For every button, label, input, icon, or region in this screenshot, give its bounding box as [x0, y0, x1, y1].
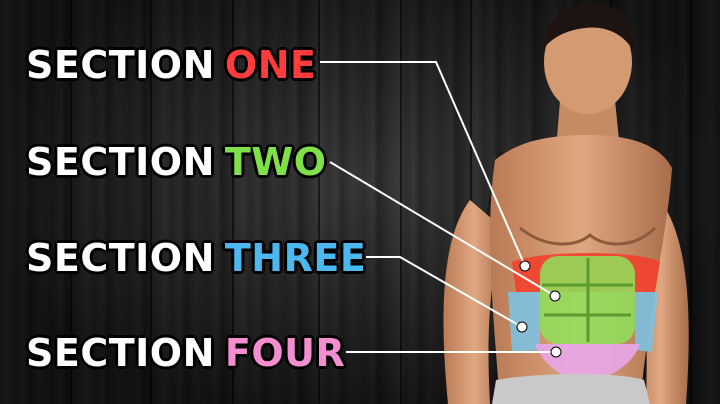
label-word: SECTION — [26, 331, 215, 375]
label-word: SECTION — [26, 140, 215, 184]
label-word: SECTION — [26, 236, 215, 280]
label-accent-one: ONE — [224, 43, 317, 87]
plank-seam — [232, 0, 234, 404]
label-section-four: SECTION FOUR — [26, 334, 345, 372]
pointer-line-three — [366, 256, 523, 328]
pointer-dot-four — [550, 346, 562, 358]
plank-seam — [690, 0, 692, 404]
label-accent-three: THREE — [224, 236, 367, 280]
pointer-dot-two — [549, 290, 561, 302]
pointer-line-two — [329, 161, 556, 297]
waistband — [492, 374, 650, 404]
head — [544, 10, 632, 114]
pointer-lines — [320, 61, 556, 353]
ab-segment-lines — [542, 258, 633, 342]
chest-line — [519, 226, 657, 246]
plank-seam — [318, 0, 320, 404]
label-section-one: SECTION ONE — [26, 46, 316, 84]
plank-seam — [400, 0, 402, 404]
label-accent-two: TWO — [224, 140, 327, 184]
hair — [544, 3, 635, 52]
plank-seam — [70, 0, 72, 404]
section-three-highlight-right — [635, 292, 658, 352]
pointer-dot-one — [519, 260, 531, 272]
label-accent-four: FOUR — [224, 331, 346, 375]
pointer-line-one — [320, 61, 526, 267]
plank-seam — [150, 0, 152, 404]
label-section-three: SECTION THREE — [26, 239, 366, 277]
label-section-two: SECTION TWO — [26, 143, 327, 181]
label-word: SECTION — [26, 43, 215, 87]
pointer-dot-three — [516, 321, 528, 333]
